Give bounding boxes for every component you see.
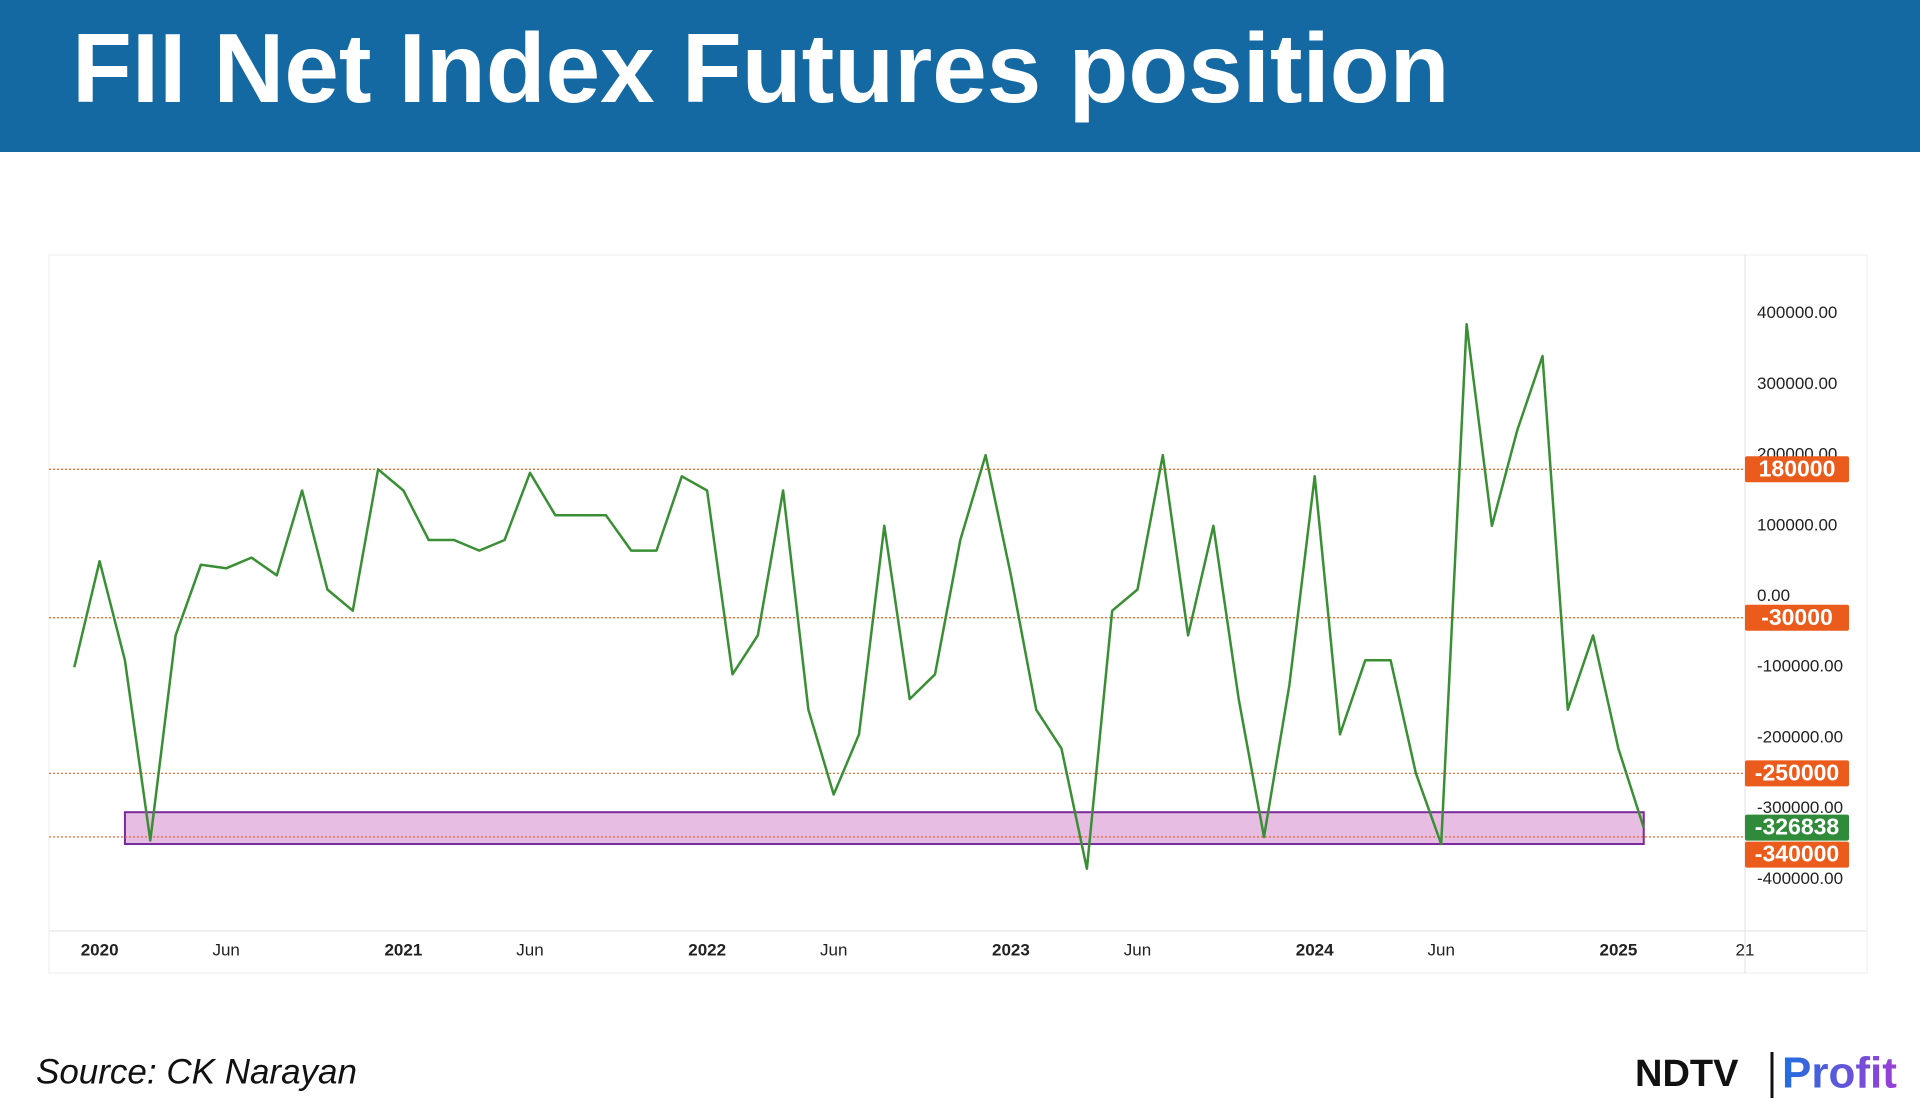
x-tick-label: Jun: [1124, 940, 1151, 959]
last-value-badge: -326838: [1755, 814, 1840, 840]
y-tick-label: -300000.00: [1757, 798, 1843, 817]
y-tick-label: -200000.00: [1757, 727, 1843, 746]
x-tick-label: 2023: [992, 940, 1030, 959]
y-tick-label: 400000.00: [1757, 303, 1837, 322]
x-tick-label: 2022: [688, 940, 726, 959]
source: Source: CK Narayan: [36, 1052, 357, 1091]
y-tick-label: 100000.00: [1757, 515, 1837, 534]
x-tick-label: Jun: [1428, 940, 1455, 959]
x-tick-label: 2025: [1600, 940, 1638, 959]
reference-badge: -250000: [1755, 759, 1839, 785]
y-tick-label: 300000.00: [1757, 374, 1837, 393]
reference-badge: 180000: [1759, 455, 1836, 481]
reference-badge-bg: [1745, 604, 1849, 631]
x-tick-label: Jun: [212, 940, 239, 959]
y-tick-label: -400000.00: [1757, 869, 1843, 888]
support-zone: [123, 811, 1645, 846]
chart-frame: [48, 254, 1868, 974]
reference-badge: -340000: [1755, 841, 1839, 867]
x-tick-label: 2021: [384, 940, 422, 959]
reference-badge-bg: [1745, 760, 1849, 787]
brand-name: NDTV: [1635, 1053, 1739, 1095]
x-tick-label: Jun: [516, 940, 543, 959]
chart-title: FII Net Index Futures position: [72, 13, 1450, 123]
y-tick-label: 0.00: [1757, 586, 1790, 605]
reference-badge-bg: [1745, 456, 1849, 483]
reference-badge: -30000: [1761, 604, 1833, 630]
x-tick-label: 2020: [81, 940, 119, 959]
reference-badge-bg: [1745, 841, 1849, 868]
x-tick-label: Jun: [820, 940, 847, 959]
header-band: [0, 0, 1920, 152]
data-line: [73, 323, 1645, 871]
last-value-badge-bg: [1745, 814, 1849, 841]
x-tick-label: 21: [1736, 940, 1755, 959]
y-tick-label: -100000.00: [1757, 657, 1843, 676]
brand-product: Profit: [1782, 1049, 1897, 1098]
x-tick-label: 2024: [1296, 940, 1334, 959]
